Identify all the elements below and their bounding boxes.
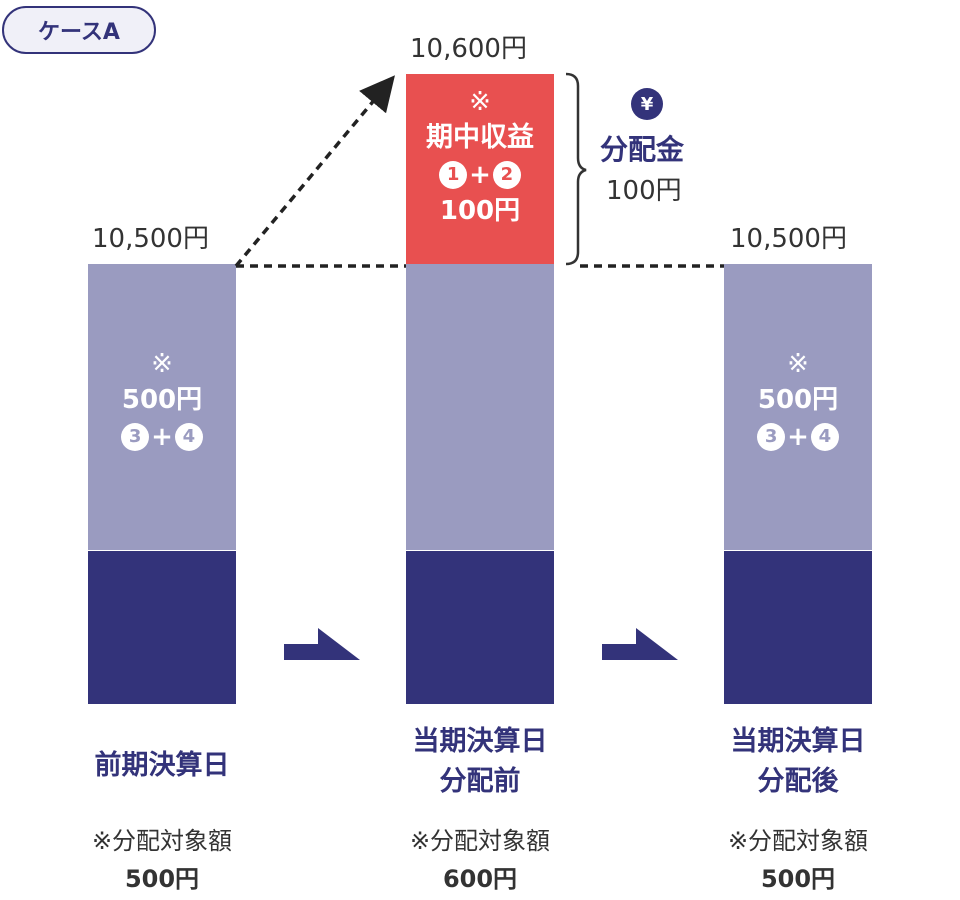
- label-current-after: 当期決算日 分配後: [688, 722, 908, 802]
- distribution-amount: 100円: [606, 176, 682, 206]
- plus-sign: +: [469, 159, 491, 190]
- label-previous-settlement: 前期決算日: [52, 746, 272, 786]
- progress-arrow-1: [284, 628, 360, 660]
- left-bar-amount: 500円: [121, 385, 203, 415]
- value-label-right: 10,500円: [730, 224, 847, 254]
- label-current-before: 当期決算日 分配前: [370, 722, 590, 802]
- note-left: ※分配対象額 500円: [52, 822, 272, 898]
- income-title: 期中収益: [426, 122, 534, 153]
- distribution-label: 分配金: [600, 133, 685, 166]
- note-center: ※分配対象額 600円: [370, 822, 590, 898]
- center-bar-upper: [406, 264, 554, 550]
- label-line: 当期決算日: [412, 726, 548, 757]
- left-bar-base: [88, 551, 236, 704]
- note-text: ※分配対象額: [409, 827, 551, 855]
- case-badge: ケースA: [2, 6, 156, 54]
- note-amount: 500円: [760, 865, 836, 893]
- circle-number-2: 2: [492, 160, 521, 189]
- income-amount: 100円: [439, 195, 521, 226]
- yen-icon: ¥: [631, 88, 663, 120]
- note-right: ※分配対象額 500円: [688, 822, 908, 898]
- asterisk-mark: ※: [469, 87, 491, 117]
- center-bar-income: ※ 期中収益 1 +2 100円: [406, 74, 554, 264]
- label-line: 分配後: [757, 766, 839, 797]
- right-bar-base: [724, 551, 872, 704]
- center-bar-base: [406, 551, 554, 704]
- value-label-center: 10,600円: [410, 34, 527, 64]
- note-amount: 600円: [442, 865, 518, 893]
- circle-number-3: 3: [121, 422, 150, 451]
- plus-sign: +: [151, 421, 173, 452]
- right-bar-amount: 500円: [757, 385, 839, 415]
- note-text: ※分配対象額: [727, 827, 869, 855]
- plus-sign: +: [787, 421, 809, 452]
- circle-number-4: 4: [810, 422, 839, 451]
- left-bar-upper: ※ 500円 3 +4: [88, 264, 236, 550]
- value-label-left: 10,500円: [92, 224, 209, 254]
- label-line: 分配前: [439, 766, 521, 797]
- label-line: 当期決算日: [730, 726, 866, 757]
- progress-arrow-2: [602, 628, 678, 660]
- right-bar-upper: ※ 500円 3 +4: [724, 264, 872, 550]
- circle-number-3: 3: [757, 422, 786, 451]
- label-line: 前期決算日: [94, 750, 230, 781]
- note-text: ※分配対象額: [91, 827, 233, 855]
- asterisk-mark: ※: [787, 349, 809, 379]
- note-amount: 500円: [124, 865, 200, 893]
- circle-number-1: 1: [439, 160, 468, 189]
- distribution-brace: [565, 72, 587, 266]
- asterisk-mark: ※: [151, 349, 173, 379]
- rise-dashed-arrow: [234, 75, 395, 268]
- circle-number-4: 4: [174, 422, 203, 451]
